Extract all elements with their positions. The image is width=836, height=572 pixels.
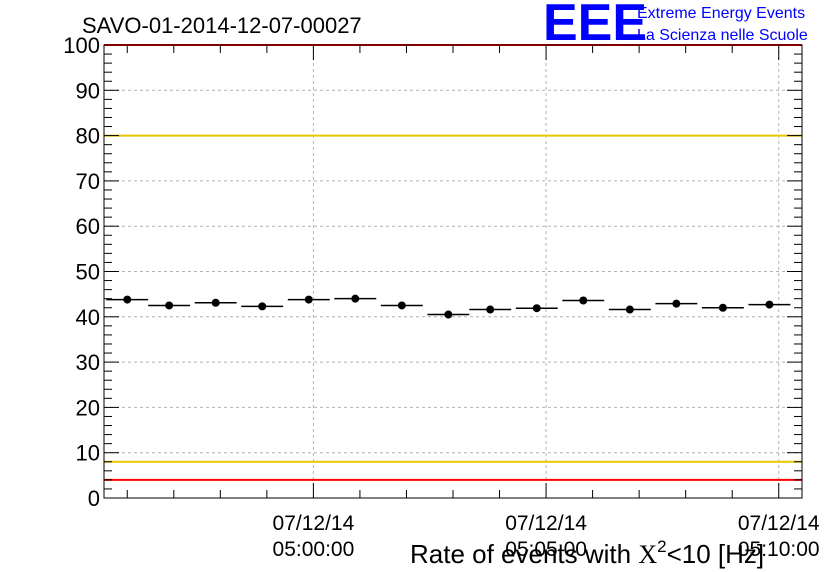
x-axis-label-var: X (638, 540, 657, 569)
data-point-group (427, 310, 470, 319)
data-point-group (515, 304, 558, 313)
y-tick-label: 100 (63, 33, 100, 58)
data-point-group (608, 305, 651, 314)
data-point (486, 305, 495, 314)
y-tick-label: 80 (76, 124, 100, 149)
x-tick-date-label: 07/12/14 (505, 512, 587, 535)
y-tick-label: 30 (76, 350, 100, 375)
data-point (532, 304, 541, 313)
data-point (304, 295, 313, 304)
x-axis-label-sup: 2 (657, 537, 666, 556)
y-tick-label: 50 (76, 260, 100, 285)
data-point (444, 310, 453, 319)
data-point (351, 294, 360, 303)
y-axis: 0 10 20 30 40 50 60 70 80 90 100 (63, 33, 802, 511)
y-tick-label: 60 (76, 214, 100, 239)
data-point-group (148, 301, 191, 310)
data-point (165, 301, 174, 310)
data-point-group (106, 295, 149, 304)
y-tick-label: 40 (76, 305, 100, 330)
data-point (123, 295, 132, 304)
y-tick-label: 90 (76, 78, 100, 103)
logo-acronym: EEE (543, 0, 647, 52)
x-axis-label-prefix: Rate of events with (410, 539, 638, 569)
x-tick-time-label: 05:00:00 (273, 538, 355, 561)
logo-line-1: Extreme Energy Events (637, 5, 805, 22)
data-point-group (287, 295, 330, 304)
x-axis: 07/12/14 05:00:00 07/12/14 05:05:00 07/12/14… (126, 45, 820, 561)
data-point (625, 305, 634, 314)
data-point-group (241, 302, 284, 311)
data-point-group (701, 303, 744, 312)
data-point (672, 299, 681, 308)
data-point (765, 300, 774, 309)
y-tick-label: 70 (76, 169, 100, 194)
x-tick-date-label: 07/12/14 (273, 512, 355, 535)
x-axis-label: Rate of events with X2<10 [Hz] (410, 537, 764, 569)
y-tick-label: 20 (76, 395, 100, 420)
data-point-group (380, 301, 423, 310)
data-point (718, 303, 727, 312)
logo-line-2: La Scienza nelle Scuole (637, 27, 808, 44)
eee-logo: EEE Extreme Energy Events La Scienza nel… (543, 0, 808, 52)
data-series (106, 294, 791, 319)
data-point-group (748, 300, 791, 309)
data-point-group (562, 296, 605, 305)
y-tick-label: 0 (88, 486, 100, 511)
data-point (579, 296, 588, 305)
x-axis-label-suffix: <10 [Hz] (667, 539, 765, 569)
data-point-group (194, 298, 237, 307)
x-tick-date-label: 07/12/14 (738, 512, 820, 535)
data-point (211, 298, 220, 307)
data-point-group (469, 305, 512, 314)
x-tick-time-label: 05:05:00 (505, 538, 587, 561)
data-point-group (334, 294, 377, 303)
y-tick-label: 10 (76, 441, 100, 466)
run-title: SAVO-01-2014-12-07-00027 (82, 13, 362, 38)
data-point (397, 301, 406, 310)
data-point-group (655, 299, 698, 308)
data-point (258, 302, 267, 311)
x-tick-time-label: 05:10:00 (738, 538, 820, 561)
